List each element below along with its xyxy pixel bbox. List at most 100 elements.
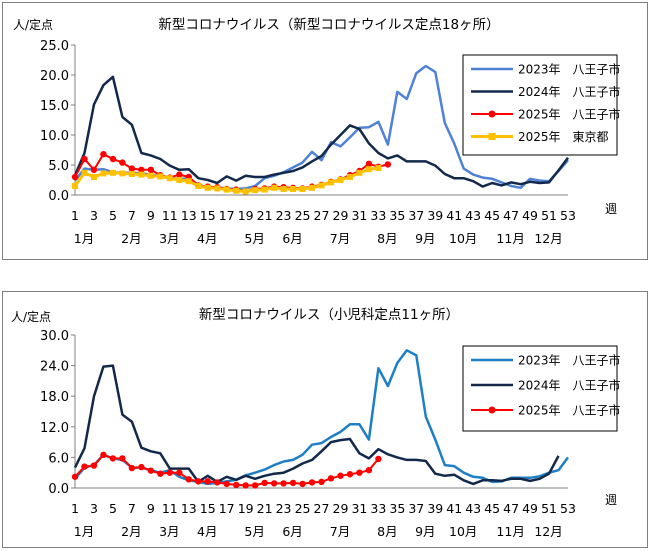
month-label: 5月 — [244, 524, 264, 539]
x-tick-label: 53 — [560, 208, 576, 223]
x-tick-label: 13 — [181, 208, 197, 223]
x-tick-label: 9 — [147, 501, 155, 516]
data-point — [176, 469, 183, 476]
x-tick-label: 27 — [314, 501, 330, 516]
data-point — [318, 478, 325, 486]
legend-swatch-marker — [488, 406, 496, 414]
x-tick-label: 13 — [181, 501, 197, 516]
data-point — [157, 470, 164, 477]
x-tick-label: 41 — [446, 501, 462, 516]
x-tick-label: 23 — [276, 208, 292, 223]
x-tick-label: 37 — [408, 208, 424, 223]
x-tick-label: 43 — [465, 208, 481, 223]
data-point — [384, 161, 392, 168]
y-tick-label: 10.0 — [40, 129, 69, 144]
month-label: 7月 — [330, 231, 350, 246]
data-point — [327, 179, 334, 186]
x-tick-label: 39 — [427, 501, 443, 516]
x-tick-label: 9 — [147, 208, 155, 223]
x-tick-label: 35 — [389, 208, 405, 223]
data-point — [138, 166, 145, 173]
month-label: 3月 — [159, 524, 179, 539]
x-tick-label: 3 — [90, 501, 98, 516]
y-axis-label: 人/定点 — [13, 17, 53, 32]
data-point — [138, 463, 145, 471]
data-point — [214, 479, 221, 486]
month-label: 2月 — [121, 231, 141, 246]
month-label: 8月 — [377, 231, 397, 246]
data-point — [375, 165, 382, 171]
data-point — [223, 186, 230, 193]
data-point — [346, 174, 353, 180]
data-point — [185, 178, 192, 185]
data-point — [289, 479, 297, 487]
data-point — [119, 455, 126, 462]
data-point — [261, 479, 268, 487]
month-label: 1月 — [74, 524, 94, 539]
chart-title: 新型コロナウイルス（小児科定点11ヶ所） — [199, 307, 459, 323]
series-line — [73, 75, 569, 188]
x-tick-label: 1 — [71, 501, 79, 516]
data-point — [109, 155, 117, 163]
x-tick-label: 15 — [200, 208, 216, 223]
y-tick-label: 20.0 — [40, 69, 69, 84]
data-point — [346, 471, 354, 478]
data-point — [356, 469, 363, 476]
y-tick-label: 0.0 — [48, 482, 69, 497]
month-label: 10月 — [449, 231, 477, 246]
chart-adult: 新型コロナウイルス（新型コロナウイルス定点18ヶ所） 人/定点週 0.0 5.0 10.… — [13, 17, 621, 246]
data-point — [337, 472, 344, 479]
data-point — [128, 464, 136, 472]
month-label: 4月 — [197, 524, 217, 539]
legend-swatch-marker — [488, 133, 496, 140]
x-tick-label: 27 — [314, 208, 330, 223]
data-point — [185, 476, 192, 483]
series-4 — [72, 165, 382, 195]
x-tick-label: 49 — [522, 208, 538, 223]
x-tick-label: 5 — [109, 208, 117, 223]
data-point — [252, 187, 259, 194]
month-label: 12月 — [534, 524, 562, 539]
data-point — [109, 455, 117, 462]
y-tick-label: 5.0 — [48, 159, 69, 174]
data-point — [138, 171, 145, 178]
data-point — [109, 169, 116, 176]
data-point — [251, 482, 259, 489]
legend-label: 2025年 八王子市 — [518, 403, 621, 418]
chart-title: 新型コロナウイルス（新型コロナウイルス定点18ヶ所） — [158, 17, 499, 33]
x-tick-label: 23 — [276, 501, 292, 516]
month-label: 9月 — [415, 231, 435, 246]
x-tick-label: 31 — [351, 208, 367, 223]
data-point — [204, 184, 211, 191]
data-point — [375, 455, 382, 463]
x-tick-label: 37 — [408, 501, 424, 516]
x-tick-label: 47 — [503, 208, 519, 223]
chart-panel-adult: 新型コロナウイルス（新型コロナウイルス定点18ヶ所） 人/定点週 0.0 5.0 10.… — [2, 2, 648, 260]
x-tick-label: 29 — [333, 208, 349, 223]
month-label: 4月 — [197, 231, 217, 246]
x-tick-label: 25 — [295, 501, 311, 516]
data-point — [90, 462, 98, 469]
x-tick-label: 51 — [541, 208, 557, 223]
x-tick-label: 15 — [200, 501, 216, 516]
data-point — [365, 466, 373, 474]
month-label: 5月 — [244, 231, 264, 246]
data-point — [280, 480, 287, 487]
data-point — [71, 173, 79, 181]
x-tick-label: 45 — [484, 208, 500, 223]
chart-panel-pediatric: 新型コロナウイルス（小児科定点11ヶ所） 人/定点週 0.0 6.0 12.0 18.0 2… — [2, 291, 648, 548]
month-label: 10月 — [449, 524, 477, 539]
x-tick-label: 33 — [370, 208, 386, 223]
y-tick-label: 15.0 — [40, 99, 69, 114]
chart-pediatric: 新型コロナウイルス（小児科定点11ヶ所） 人/定点週 0.0 6.0 12.0 18.0 2… — [11, 307, 621, 539]
data-point — [119, 159, 126, 166]
data-point — [176, 171, 183, 178]
data-point — [71, 473, 79, 480]
data-point — [327, 475, 335, 482]
legend-swatch-marker — [488, 110, 496, 118]
x-tick-label: 39 — [427, 208, 443, 223]
x-tick-label: 35 — [389, 501, 405, 516]
x-tick-label: 1 — [71, 208, 79, 223]
x-tick-label: 7 — [128, 208, 136, 223]
data-point — [270, 480, 278, 487]
